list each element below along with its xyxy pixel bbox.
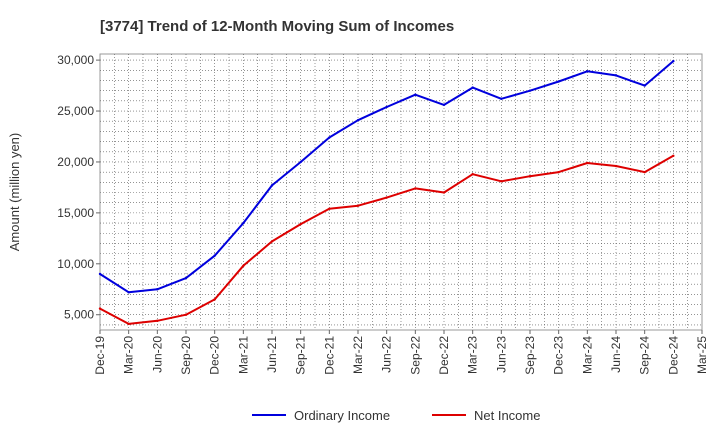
data-point	[98, 307, 102, 310]
data-point	[328, 207, 331, 211]
data-point	[614, 74, 618, 77]
x-tick-label: Dec-24	[666, 336, 680, 375]
data-point	[270, 184, 274, 187]
data-point	[213, 298, 216, 301]
data-point	[471, 172, 474, 176]
x-axis-ticks: Dec-19 Mar-20 Jun-20 Sep-20 Dec-20 Mar-21 Jun-…	[93, 330, 709, 375]
data-point	[356, 204, 360, 207]
data-point	[414, 187, 417, 190]
legend-label: Net Income	[474, 408, 540, 423]
data-point	[586, 70, 589, 73]
x-tick-label: Dec-20	[208, 336, 222, 375]
x-tick-label: Mar-24	[580, 336, 594, 374]
data-point	[242, 264, 245, 268]
data-point	[213, 254, 216, 257]
y-tick-label: 10,000	[57, 257, 94, 271]
data-point	[156, 319, 159, 323]
x-tick-label: Sep-24	[638, 336, 652, 375]
x-tick-label: Jun-20	[150, 336, 164, 373]
x-tick-label: Dec-21	[322, 336, 336, 375]
data-point	[557, 80, 560, 83]
chart-title: [3774] Trend of 12-Month Moving Sum of I…	[100, 18, 454, 35]
x-tick-label: Sep-22	[408, 336, 422, 375]
x-tick-label: Jun-24	[609, 336, 623, 373]
x-tick-label: Jun-21	[265, 336, 279, 373]
data-point	[385, 105, 388, 109]
data-point	[672, 59, 675, 63]
legend: Ordinary Income Net Income	[252, 408, 540, 423]
y-tick-label: 15,000	[57, 206, 94, 220]
x-tick-label: Jun-23	[494, 336, 508, 373]
data-point	[299, 160, 302, 164]
data-point	[184, 313, 188, 316]
x-tick-label: Mar-22	[351, 336, 365, 374]
data-point	[98, 272, 102, 276]
data-point	[356, 118, 360, 122]
x-tick-label: Dec-23	[552, 336, 566, 375]
x-tick-label: Sep-20	[179, 336, 193, 375]
data-point	[414, 93, 417, 96]
data-point	[528, 175, 532, 178]
data-point	[184, 276, 188, 280]
x-tick-label: Mar-21	[236, 336, 250, 374]
data-point	[614, 164, 618, 168]
data-point	[500, 180, 503, 183]
data-point	[156, 288, 159, 291]
data-point	[442, 191, 446, 194]
data-point	[500, 97, 503, 101]
legend-label: Ordinary Income	[294, 408, 390, 423]
data-point	[299, 222, 302, 226]
data-point	[127, 291, 130, 294]
series-lines	[98, 59, 675, 326]
y-tick-label: 5,000	[64, 308, 94, 322]
data-point	[557, 170, 560, 174]
data-point	[528, 89, 532, 92]
grid-lines	[100, 54, 702, 330]
x-tick-label: Mar-25	[695, 336, 709, 374]
x-tick-label: Jun-22	[380, 336, 394, 373]
y-axis-ticks: 5,000 10,000 15,000 20,000 25,000 30,000	[57, 53, 100, 322]
x-tick-label: Mar-20	[122, 336, 136, 374]
y-tick-label: 20,000	[57, 155, 94, 169]
data-point	[242, 221, 245, 225]
x-tick-label: Dec-19	[93, 336, 107, 375]
x-tick-label: Mar-23	[466, 336, 480, 374]
x-tick-label: Sep-23	[523, 336, 537, 375]
data-point	[672, 154, 675, 158]
data-point	[270, 240, 274, 243]
y-tick-label: 25,000	[57, 104, 94, 118]
y-axis-label: Amount (million yen)	[7, 133, 22, 252]
y-tick-label: 30,000	[57, 53, 94, 67]
data-point	[471, 86, 474, 89]
data-point	[328, 136, 331, 139]
data-point	[643, 170, 646, 174]
data-point	[442, 103, 446, 107]
data-point	[643, 84, 646, 87]
x-tick-label: Dec-22	[437, 336, 451, 375]
x-tick-label: Sep-21	[294, 336, 308, 375]
data-point	[586, 161, 589, 165]
data-point	[385, 196, 388, 199]
data-point	[127, 322, 130, 326]
